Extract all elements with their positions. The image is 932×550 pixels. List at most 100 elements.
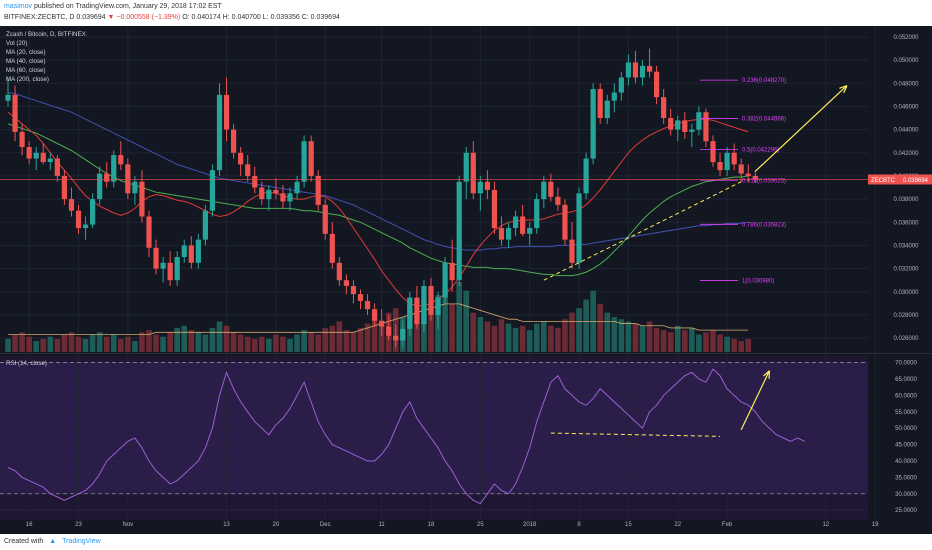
candle[interactable] (12, 94, 18, 132)
candle[interactable] (280, 193, 286, 202)
candle[interactable] (717, 162, 723, 171)
candle[interactable] (752, 175, 758, 180)
candle[interactable] (597, 89, 603, 119)
candle[interactable] (372, 309, 378, 321)
chart-area[interactable]: 0.052000 0.050000 0.048000 0.046000 0.044000… (0, 26, 932, 534)
candle[interactable] (294, 181, 300, 194)
candle[interactable] (301, 141, 307, 182)
candle[interactable] (611, 92, 617, 101)
candle[interactable] (710, 141, 716, 163)
candle[interactable] (696, 112, 702, 130)
candle[interactable] (273, 189, 279, 194)
candle[interactable] (82, 224, 89, 229)
candle[interactable] (590, 89, 596, 159)
candle[interactable] (33, 152, 39, 159)
candle[interactable] (604, 100, 610, 119)
author-name[interactable]: masimov (4, 3, 33, 10)
candle[interactable] (5, 94, 11, 101)
candle[interactable] (400, 328, 406, 341)
candle[interactable] (132, 181, 138, 194)
candle[interactable] (703, 112, 709, 142)
candle[interactable] (322, 204, 328, 234)
candle[interactable] (54, 158, 60, 176)
candle[interactable] (724, 152, 730, 171)
candle[interactable] (393, 335, 399, 341)
candle[interactable] (654, 71, 660, 98)
candle[interactable] (498, 228, 505, 240)
candle[interactable] (315, 175, 321, 205)
candle[interactable] (195, 239, 201, 263)
candle[interactable] (738, 164, 744, 174)
candle[interactable] (386, 326, 392, 336)
candle[interactable] (541, 181, 547, 200)
candle[interactable] (252, 175, 258, 188)
candle[interactable] (682, 120, 688, 132)
candle[interactable] (463, 152, 469, 182)
candle[interactable] (153, 247, 159, 269)
candle[interactable] (689, 129, 695, 132)
candle[interactable] (350, 285, 357, 295)
candle[interactable] (449, 262, 455, 281)
candle[interactable] (527, 228, 533, 234)
candle[interactable] (618, 77, 624, 93)
candle[interactable] (548, 181, 554, 197)
candle[interactable] (668, 118, 674, 130)
candle[interactable] (287, 193, 293, 202)
candle[interactable] (357, 294, 364, 302)
candle[interactable] (202, 210, 208, 240)
candle[interactable] (209, 170, 216, 211)
candle[interactable] (442, 262, 448, 298)
candle[interactable] (583, 158, 589, 194)
candle[interactable] (632, 62, 639, 78)
candle[interactable] (118, 155, 124, 165)
candle[interactable] (343, 280, 349, 286)
candle[interactable] (336, 262, 342, 281)
candle[interactable] (477, 181, 483, 194)
candle[interactable] (238, 152, 244, 165)
candle[interactable] (407, 297, 413, 329)
candle[interactable] (111, 155, 117, 182)
candle[interactable] (61, 175, 67, 200)
candle[interactable] (731, 152, 737, 165)
candle[interactable] (470, 152, 476, 194)
candle[interactable] (308, 141, 314, 176)
candle[interactable] (435, 297, 441, 315)
candle[interactable] (364, 301, 371, 310)
candle[interactable] (104, 173, 110, 182)
candle[interactable] (223, 94, 230, 130)
candle[interactable] (421, 285, 427, 325)
candle[interactable] (139, 181, 145, 217)
candle[interactable] (266, 189, 272, 200)
candle[interactable] (329, 233, 335, 263)
candle[interactable] (146, 216, 152, 248)
candle[interactable] (40, 152, 46, 163)
chart-svg[interactable]: 0.052000 0.050000 0.048000 0.046000 0.044000… (0, 26, 932, 534)
candle[interactable] (188, 245, 194, 263)
candle[interactable] (181, 245, 187, 258)
candle[interactable] (625, 62, 631, 78)
candle[interactable] (520, 216, 526, 234)
candle[interactable] (75, 210, 82, 229)
candle[interactable] (569, 239, 575, 263)
candle[interactable] (231, 129, 237, 153)
candle[interactable] (90, 199, 96, 225)
candle[interactable] (428, 285, 434, 315)
candle[interactable] (555, 196, 561, 205)
candle[interactable] (484, 181, 490, 190)
candle[interactable] (259, 187, 265, 200)
candle[interactable] (562, 204, 568, 240)
candle[interactable] (379, 320, 385, 327)
candle[interactable] (576, 193, 582, 263)
candle[interactable] (68, 199, 75, 211)
candle[interactable] (414, 297, 420, 325)
candle[interactable] (745, 173, 751, 176)
candle[interactable] (675, 120, 681, 130)
candle[interactable] (639, 65, 646, 78)
candle[interactable] (491, 189, 498, 229)
candle[interactable] (174, 257, 180, 281)
candle[interactable] (513, 216, 519, 229)
tradingview-brand[interactable]: TradingView (62, 538, 101, 545)
candle[interactable] (216, 94, 223, 171)
candle[interactable] (97, 173, 103, 200)
candle[interactable] (534, 199, 540, 229)
